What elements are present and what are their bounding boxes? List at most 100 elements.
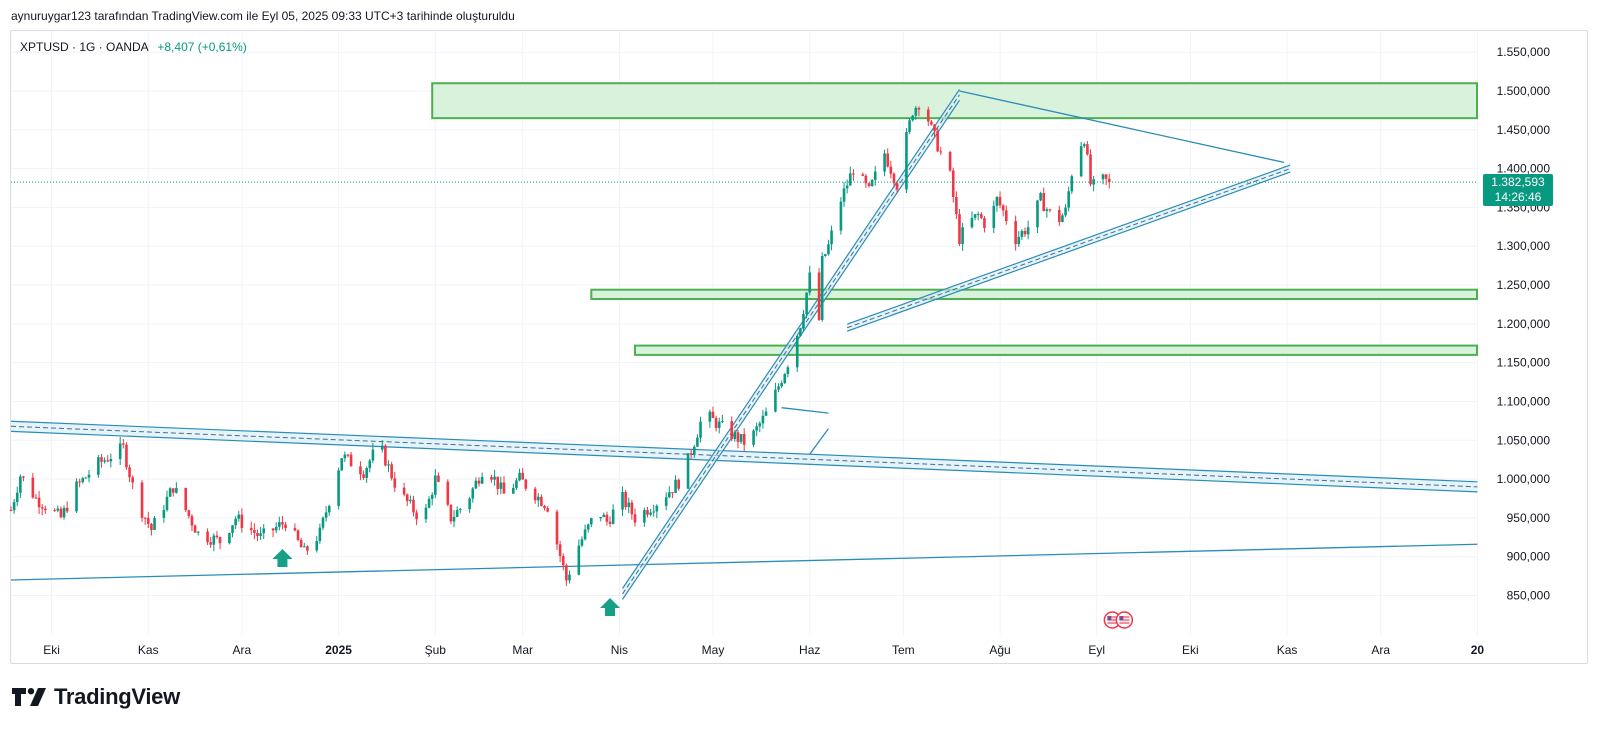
channel-upper-4 xyxy=(846,164,1291,325)
candle-body xyxy=(190,516,194,526)
candle-body xyxy=(939,151,943,153)
candle-body xyxy=(81,478,85,483)
candle-body xyxy=(234,518,237,526)
candle-body xyxy=(62,507,66,518)
candle-body xyxy=(296,530,300,540)
candle-body xyxy=(602,514,606,518)
candle-body xyxy=(365,468,368,478)
candle-body xyxy=(933,124,936,131)
candle-body xyxy=(12,502,16,511)
candle-body xyxy=(1089,154,1092,185)
candle-body xyxy=(951,170,955,197)
candle-body xyxy=(1079,146,1083,177)
candle-body xyxy=(271,528,275,531)
candle-body xyxy=(278,522,281,527)
bar-countdown: 14:26:46 xyxy=(1494,190,1542,204)
candle-body xyxy=(1104,174,1108,179)
candle-body xyxy=(424,507,428,520)
candle-body xyxy=(824,254,827,257)
candle-body xyxy=(892,173,896,184)
channel-mid-4 xyxy=(846,168,1291,329)
time-tick-label: 20 xyxy=(1471,643,1485,657)
channel-fill-2 xyxy=(622,89,960,600)
zone-1 xyxy=(590,288,1478,301)
candle-body xyxy=(839,201,843,231)
channel-lower-4 xyxy=(846,171,1291,332)
candle-body xyxy=(427,498,431,508)
chart-frame[interactable] xyxy=(10,30,1588,664)
candle-body xyxy=(605,514,609,522)
candle-body xyxy=(165,496,169,510)
candle-body xyxy=(315,541,319,551)
candle-body xyxy=(873,171,877,180)
candle-body xyxy=(405,494,409,502)
candle-body xyxy=(324,512,328,518)
candle-body xyxy=(936,130,939,152)
candle-body xyxy=(820,256,824,320)
candle-body xyxy=(845,185,849,189)
zone-2 xyxy=(634,344,1478,356)
candle-body xyxy=(692,446,696,455)
time-axis: Eki Kas Ara 2025 Şub Mar Nis May Haz Tem Ağu Eyl Eki… xyxy=(43,643,1484,657)
candle-body xyxy=(674,479,677,493)
candle-body xyxy=(995,196,999,206)
time-tick-label: Haz xyxy=(799,643,820,657)
candle-body xyxy=(455,510,459,517)
candle-body xyxy=(97,457,100,475)
candle-body xyxy=(122,443,125,445)
candle-body xyxy=(84,477,88,479)
price-axis: 850,000 900,000 950,000 1.000,000 1.050,000 1… xyxy=(1497,45,1551,602)
candle-body xyxy=(209,542,212,545)
candle-body xyxy=(293,528,297,531)
price-tick-label: 1.250,000 xyxy=(1497,278,1551,292)
candle-body xyxy=(1004,210,1008,221)
channel-fill-0 xyxy=(11,421,1478,492)
candle-body xyxy=(546,508,549,512)
candle-body xyxy=(761,415,765,424)
candle-body xyxy=(15,492,19,503)
tradingview-wordmark: TradingView xyxy=(54,684,180,709)
candle-body xyxy=(852,173,855,175)
candle-body xyxy=(415,512,418,520)
candle-body xyxy=(1092,179,1095,185)
candle-body xyxy=(452,516,456,522)
candle-body xyxy=(380,445,384,450)
candle-body xyxy=(284,524,287,529)
candle-body xyxy=(980,214,983,219)
candle-body xyxy=(689,453,693,455)
symbol-legend[interactable]: XPTUSD · 1G · OANDA +8,407 (+0,61%) xyxy=(20,40,247,54)
candle-body xyxy=(1107,178,1111,183)
candle-body xyxy=(646,509,649,515)
channel-mid-0 xyxy=(10,425,1478,488)
candle-body xyxy=(817,272,821,320)
candle-body xyxy=(699,421,702,438)
candle-body xyxy=(926,109,930,122)
candle-body xyxy=(992,205,996,228)
candle-body xyxy=(624,491,627,508)
time-tick-label: Ara xyxy=(1371,643,1390,657)
candle-body xyxy=(446,481,450,505)
candle-body xyxy=(958,214,961,245)
candle-body xyxy=(652,511,656,513)
candle-body xyxy=(228,533,231,544)
candle-body xyxy=(1048,209,1052,211)
candle-body xyxy=(955,196,958,215)
tradingview-logo[interactable]: TradingView xyxy=(12,684,180,710)
symbol-title[interactable]: XPTUSD · 1G · OANDA xyxy=(20,40,149,54)
candle-body xyxy=(449,504,453,522)
candle-body xyxy=(218,537,222,544)
candle-body xyxy=(299,539,303,548)
candle-body xyxy=(883,153,886,172)
candle-body xyxy=(973,214,977,218)
candle-body xyxy=(409,499,412,502)
trendline-5 xyxy=(781,407,829,414)
candle-body xyxy=(75,481,78,512)
candle-body xyxy=(349,454,353,467)
candle-body xyxy=(146,517,150,524)
candle-body xyxy=(711,411,715,419)
candle-body xyxy=(59,508,63,518)
candle-body xyxy=(649,512,652,515)
candle-body xyxy=(318,527,322,542)
candle-body xyxy=(437,475,440,482)
